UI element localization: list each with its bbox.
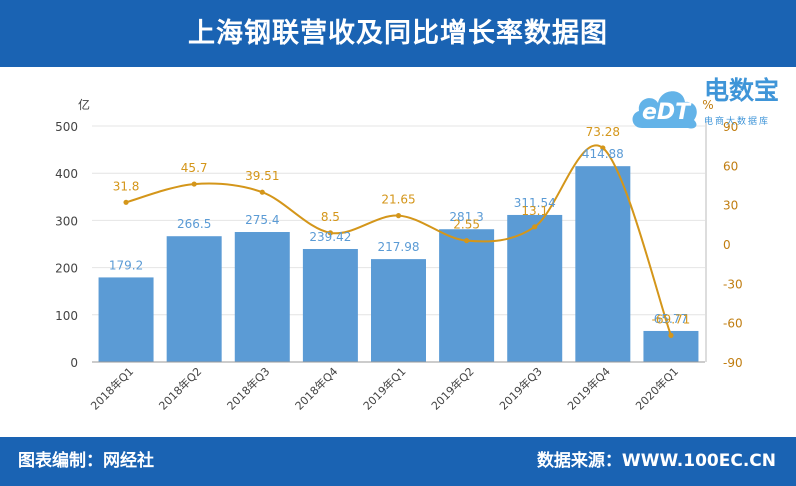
line-point	[259, 189, 265, 195]
x-tick-label: 2020年Q1	[633, 364, 682, 413]
logo-subtitle: 电商大数据库	[704, 117, 771, 127]
line-value-label: 13.1	[521, 204, 548, 218]
y-right-axis-label: %	[702, 98, 713, 112]
line-point	[395, 213, 402, 219]
line-value-label: 21.65	[381, 193, 415, 207]
logo: eDT 电数宝 电商大数据库	[628, 76, 796, 136]
bar	[507, 214, 563, 362]
line-value-label: 2.55	[453, 218, 480, 232]
bar	[98, 277, 154, 362]
y-right-tick-label: 90	[723, 120, 738, 134]
bar-value-label: 266.5	[177, 217, 211, 231]
bar-value-label: 239.42	[309, 230, 351, 244]
y-left-axis-label: 亿	[78, 97, 90, 112]
line-point	[191, 181, 197, 187]
bar	[302, 248, 358, 362]
y-left-tick-label: 400	[55, 167, 78, 181]
bar	[166, 236, 222, 362]
line-value-label: 73.28	[586, 125, 620, 139]
bar-value-label: 281.3	[449, 210, 483, 224]
line-point	[123, 199, 129, 205]
x-tick-label: 2019年Q2	[428, 364, 477, 413]
bar-value-label: 275.4	[245, 213, 279, 227]
x-tick-label: 2019年Q4	[564, 364, 613, 413]
footer-credit: 图表编制：网经社	[18, 451, 154, 471]
line-value-label: -69.71	[652, 312, 691, 326]
x-tick-label: 2019年Q1	[360, 364, 409, 413]
y-right-tick-label: 60	[723, 159, 738, 173]
bar	[371, 259, 426, 362]
footer-bar: 图表编制：网经社 数据来源：WWW.100EC.CN	[0, 437, 796, 486]
bar-value-label: 311.54	[514, 196, 556, 210]
y-right-tick-label: 0	[723, 238, 731, 252]
logo-name: 电数宝	[704, 76, 780, 105]
bar-value-label: 65.77	[654, 312, 688, 326]
cloud-logo-icon	[632, 91, 697, 129]
line-point	[464, 238, 470, 244]
line-point	[600, 145, 606, 151]
y-right-tick-label: -90	[723, 356, 743, 370]
bar	[234, 232, 290, 362]
y-left-tick-label: 500	[55, 120, 78, 134]
line-point	[327, 230, 333, 236]
y-left-tick-label: 200	[55, 262, 78, 276]
line-value-label: 8.5	[321, 210, 340, 224]
line-value-label: 45.7	[181, 161, 208, 175]
footer-source: 数据来源：WWW.100EC.CN	[536, 451, 776, 471]
logo-mark: eDT	[642, 100, 691, 125]
x-tick-label: 2019年Q3	[496, 364, 545, 413]
bar-value-label: 414.88	[582, 147, 624, 161]
header-bar: 上海钢联营收及同比增长率数据图	[0, 0, 796, 67]
bar	[575, 166, 631, 362]
x-tick-label: 2018年Q4	[292, 364, 341, 413]
x-tick-label: 2018年Q3	[224, 364, 273, 413]
line-value-label: 31.8	[113, 179, 140, 193]
bar-value-label: 217.98	[378, 240, 420, 254]
chart-title: 上海钢联营收及同比增长率数据图	[188, 18, 608, 49]
bar-value-label: 179.2	[109, 258, 143, 272]
line-value-label: 39.51	[245, 169, 279, 183]
line-point	[532, 224, 538, 230]
x-tick-label: 2018年Q1	[88, 364, 137, 413]
line-point	[668, 332, 674, 338]
y-right-tick-label: -30	[723, 277, 743, 291]
x-tick-label: 2018年Q2	[156, 364, 205, 413]
y-left-tick-label: 300	[55, 214, 78, 228]
y-right-tick-label: -60	[723, 317, 743, 331]
y-left-tick-label: 0	[70, 356, 78, 370]
bar	[439, 229, 495, 362]
y-right-tick-label: 30	[723, 199, 738, 213]
y-left-tick-label: 100	[55, 309, 78, 323]
